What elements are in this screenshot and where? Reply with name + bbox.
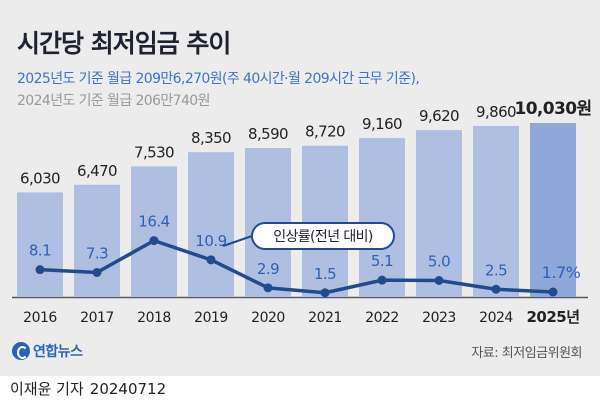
bar-value-label: 9,860	[476, 103, 516, 121]
bar-value-label: 10,030원	[514, 99, 591, 119]
rate-label: 5.0	[428, 253, 450, 271]
legend-box	[251, 222, 395, 250]
category-label: 2021	[308, 310, 342, 326]
rate-label: 1.7%	[542, 263, 581, 282]
bar-2025년	[530, 123, 576, 297]
bar-value-label: 6,030	[20, 169, 60, 187]
bar-value-label: 8,350	[191, 129, 231, 147]
rate-point	[548, 287, 558, 297]
subtitle-2025: 2025년도 기준 월급 209만6,270원(주 40시간·월 209시간 근…	[17, 71, 420, 87]
legend-label: 인상률(전년 대비)	[273, 229, 373, 245]
rate-label: 8.1	[29, 242, 51, 260]
category-label: 2019	[194, 310, 228, 326]
bar-value-label: 9,620	[419, 107, 459, 125]
source-note: 자료: 최저임금위원회	[471, 346, 582, 361]
rate-point	[320, 288, 330, 298]
category-label: 2020	[251, 310, 285, 326]
infographic-card: 시간당 최저임금 추이 2025년도 기준 월급 209만6,270원(주 40…	[0, 0, 600, 376]
category-label: 2025년	[526, 308, 579, 326]
author-name: 이재윤 기자	[10, 380, 84, 398]
category-label: 2018	[137, 310, 171, 326]
rate-point	[377, 275, 387, 285]
bar-2023	[416, 130, 462, 297]
rate-point	[491, 284, 501, 294]
rate-point	[149, 236, 159, 246]
yonhap-logo-icon	[12, 341, 30, 360]
publish-date: 20240712	[89, 380, 167, 398]
bar-value-label: 8,720	[305, 123, 345, 141]
category-label: 2023	[422, 310, 456, 326]
subtitle-2024: 2024년도 기준 월급 206만740원	[17, 93, 210, 109]
rate-label: 1.5	[314, 265, 336, 283]
bar-value-label: 9,160	[362, 115, 402, 133]
category-label: 2024	[479, 310, 513, 326]
bar-2019	[188, 152, 234, 297]
rate-point	[263, 283, 273, 293]
category-label: 2022	[365, 310, 399, 326]
rate-label: 5.1	[371, 252, 393, 270]
category-label: 2017	[80, 310, 114, 326]
rate-label: 10.9	[195, 232, 226, 250]
bar-2022	[359, 138, 405, 297]
rate-point	[92, 267, 102, 277]
rate-point	[206, 255, 216, 265]
rate-label: 2.9	[257, 260, 279, 278]
rate-point	[35, 265, 45, 275]
bar-2024	[473, 125, 519, 297]
rate-point	[434, 276, 444, 285]
rate-line	[39, 238, 554, 295]
rate-label: 2.5	[485, 261, 507, 279]
bar-2016	[17, 192, 63, 297]
bar-value-label: 8,590	[248, 125, 288, 143]
wage-chart: 6,030 2016 6,470 2017 7,530 2018 8,350 2019 8,59…	[12, 99, 592, 326]
category-label: 2016	[23, 310, 57, 326]
byline: 이재윤 기자 20240712	[10, 378, 166, 399]
bar-2021	[302, 145, 348, 297]
rate-label: 7.3	[86, 244, 108, 262]
agency-name: 연합뉴스	[33, 343, 83, 360]
legend-leader	[222, 235, 253, 247]
bar-value-label: 6,470	[77, 162, 117, 180]
agency-logo: 연합뉴스	[12, 340, 83, 361]
bar-2018	[131, 166, 177, 297]
rate-label: 16.4	[138, 213, 169, 231]
bar-value-label: 7,530	[134, 143, 174, 161]
bar-2017	[74, 184, 120, 297]
chart-title: 시간당 최저임금 추이	[17, 29, 231, 58]
